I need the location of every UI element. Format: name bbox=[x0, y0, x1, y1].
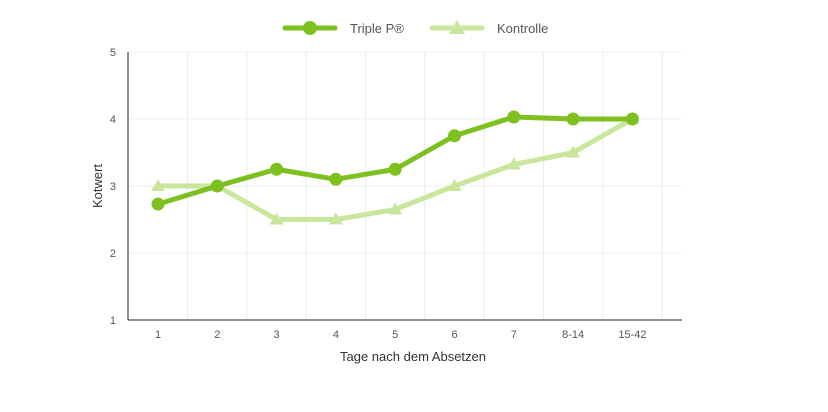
data-point-marker bbox=[566, 145, 581, 158]
y-tick-labels: 1 2 3 4 5 bbox=[110, 47, 116, 327]
x-tick-labels: 1 2 3 4 5 6 7 8-14 15-42 bbox=[155, 329, 647, 341]
y-tick-label: 2 bbox=[110, 248, 116, 260]
y-tick-label: 1 bbox=[110, 315, 116, 327]
legend-marker-circle bbox=[303, 21, 317, 35]
y-tick-label: 4 bbox=[110, 114, 116, 126]
x-tick-label: 8-14 bbox=[562, 329, 584, 341]
x-tick-label: 1 bbox=[155, 329, 161, 341]
data-point-marker bbox=[151, 179, 165, 191]
data-point-marker bbox=[210, 179, 224, 193]
data-point-marker bbox=[447, 179, 462, 191]
legend[interactable]: Triple P® Kontrolle bbox=[282, 20, 548, 36]
x-tick-label: 5 bbox=[392, 329, 398, 341]
data-point-marker bbox=[448, 129, 461, 143]
x-tick-label: 4 bbox=[333, 329, 339, 341]
x-tick-label: 2 bbox=[214, 329, 220, 341]
x-tick-label: 15-42 bbox=[618, 329, 646, 341]
data-point-marker bbox=[388, 202, 403, 215]
x-tick-label: 3 bbox=[274, 329, 280, 341]
data-point-marker bbox=[388, 162, 402, 176]
series-group bbox=[151, 110, 640, 225]
data-point-marker bbox=[506, 157, 521, 170]
data-point-marker bbox=[328, 212, 343, 225]
data-point-marker bbox=[151, 197, 165, 211]
x-tick-label: 6 bbox=[451, 329, 457, 341]
y-tick-label: 5 bbox=[110, 47, 116, 59]
y-tick-label: 3 bbox=[110, 181, 116, 193]
data-point-marker bbox=[270, 162, 284, 176]
data-point-marker bbox=[507, 110, 521, 124]
legend-marker-triangle bbox=[449, 20, 465, 34]
data-point-marker bbox=[566, 112, 580, 126]
x-axis-title: Tage nach dem Absetzen bbox=[340, 349, 486, 364]
legend-label: Triple P® bbox=[350, 21, 404, 36]
data-point-marker bbox=[625, 112, 639, 126]
data-point-marker bbox=[269, 212, 284, 225]
legend-label: Kontrolle bbox=[497, 21, 548, 36]
y-axis-title: Kotwert bbox=[90, 164, 105, 208]
data-point-marker bbox=[329, 172, 343, 186]
x-tick-label: 7 bbox=[511, 329, 517, 341]
